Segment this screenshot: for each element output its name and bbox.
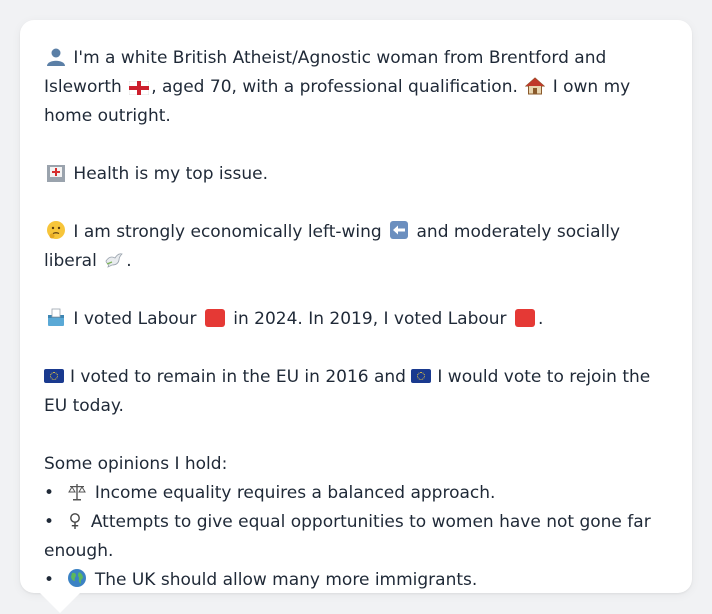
eu-flag-icon (411, 369, 432, 383)
ballot-box-icon (48, 308, 64, 326)
opinion-text: Attempts to give equal opportunities to … (44, 512, 651, 561)
voting-paragraph: I voted Labour in 2024. In 2019, I voted… (44, 305, 668, 334)
globe-icon (68, 569, 87, 587)
labour-red-square-icon (204, 309, 225, 327)
opinions-heading: Some opinions I hold: (44, 454, 228, 474)
eu-flag-icon (44, 369, 64, 383)
opinion-item: • The UK should allow many more immigran… (44, 566, 668, 595)
scales-icon (68, 484, 87, 501)
health-paragraph: Health is my top issue. (44, 160, 668, 189)
ideology-paragraph: I am strongly economically left-wing and… (44, 218, 668, 276)
person-icon (47, 48, 65, 66)
home-ownership-text: I own my home outright. (44, 77, 631, 126)
opinion-item: • Attempts to give equal opportunities t… (44, 508, 668, 566)
top-issue-text: Health is my top issue. (73, 164, 268, 184)
voting-period: . (537, 309, 544, 329)
opinion-text: Income equality requires a balanced appr… (94, 483, 496, 503)
social-position-text: and moderately socially liberal (44, 222, 621, 271)
profile-card: I'm a white British Atheist/Agnostic wom… (20, 20, 692, 593)
hospital-icon (47, 165, 65, 182)
left-arrow-icon (390, 221, 409, 239)
eu-paragraph: I voted to remain in the EU in 2016 and … (44, 363, 668, 421)
identity-text-cont: , aged 70, with a professional qualifica… (151, 77, 518, 97)
opinion-text: The UK should allow many more immigrants… (94, 570, 478, 590)
eu-rejoin-text: I would vote to rejoin the EU today. (44, 367, 651, 416)
identity-paragraph: I'm a white British Atheist/Agnostic wom… (44, 44, 668, 131)
eu-referendum-text: I voted to remain in the EU in 2016 and (70, 367, 406, 387)
thinking-face-icon (47, 221, 65, 239)
bullet-dot: • (44, 512, 55, 532)
bullet-dot: • (44, 570, 55, 590)
ideology-period: . (126, 251, 132, 271)
bullet-dot: • (44, 483, 55, 503)
vote-2019-text: in 2024. In 2019, I voted Labour (233, 309, 507, 329)
female-sign-icon (70, 513, 81, 529)
opinion-item: • Income equality requires a balanced ap… (44, 479, 668, 508)
labour-red-square-icon (514, 309, 535, 327)
identity-text: I'm a white British Atheist/Agnostic wom… (44, 48, 607, 97)
vote-2024-text: I voted Labour (73, 309, 197, 329)
england-flag-icon (129, 81, 150, 95)
speech-bubble-tail (40, 593, 80, 613)
dove-icon (105, 253, 124, 268)
house-icon (525, 77, 546, 95)
economic-position-text: I am strongly economically left-wing (73, 222, 382, 242)
